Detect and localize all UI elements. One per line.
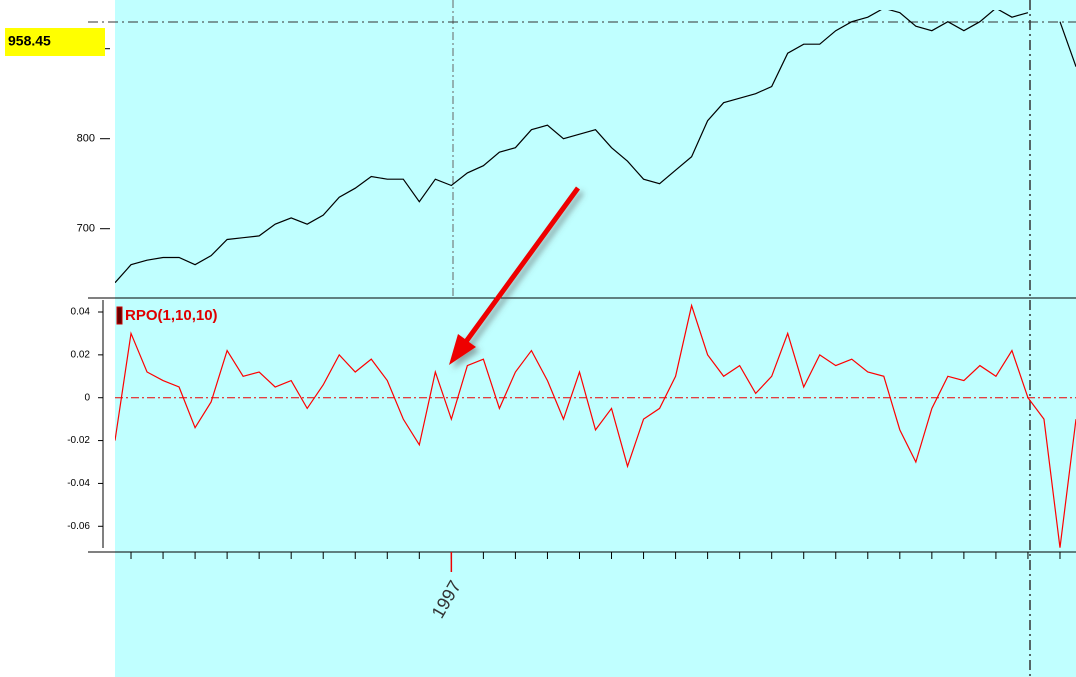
value-badge-text: 958.45 xyxy=(8,33,51,49)
value-badge xyxy=(5,28,105,56)
data-line xyxy=(115,10,1076,284)
y-tick-label: -0.04 xyxy=(67,478,90,489)
y-tick-label: 700 xyxy=(77,223,95,235)
plot-background xyxy=(115,0,1076,677)
legend-swatch xyxy=(116,306,123,325)
arrow-shaft xyxy=(462,186,581,345)
data-line xyxy=(115,303,1076,548)
legend-label: RPO(1,10,10) xyxy=(125,307,218,324)
y-tick-label: -0.06 xyxy=(67,521,90,532)
y-tick-label: -0.02 xyxy=(67,435,90,446)
y-tick-label: 800 xyxy=(77,133,95,145)
arrow-head xyxy=(449,334,476,365)
y-tick-label: 0.04 xyxy=(71,307,91,318)
y-tick-label: 0 xyxy=(84,392,90,403)
y-tick-label: 0.02 xyxy=(71,349,91,360)
arrow xyxy=(449,186,581,365)
